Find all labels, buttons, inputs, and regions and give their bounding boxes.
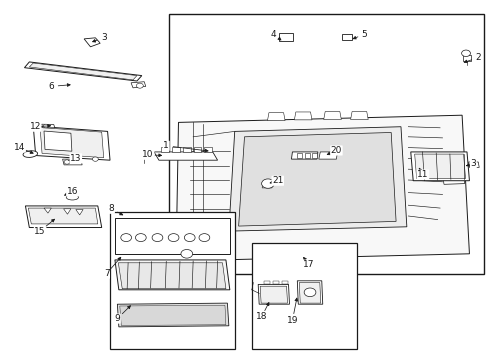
Polygon shape: [294, 112, 311, 120]
Polygon shape: [44, 208, 51, 213]
Polygon shape: [28, 208, 98, 224]
Bar: [264, 281, 269, 284]
Polygon shape: [350, 112, 367, 120]
Text: 1: 1: [163, 141, 169, 150]
Text: 13: 13: [70, 154, 81, 163]
Polygon shape: [41, 124, 55, 128]
Circle shape: [184, 234, 195, 242]
Text: 14: 14: [14, 143, 25, 152]
Polygon shape: [154, 152, 217, 160]
Polygon shape: [63, 209, 71, 214]
Text: 5: 5: [361, 30, 366, 39]
Circle shape: [136, 83, 143, 88]
Polygon shape: [118, 263, 225, 289]
Text: 16: 16: [66, 187, 78, 196]
Text: 20: 20: [330, 146, 342, 155]
Bar: [311, 153, 316, 158]
Text: 15: 15: [34, 227, 46, 236]
Bar: [115, 218, 229, 254]
Circle shape: [181, 249, 192, 258]
Polygon shape: [40, 127, 103, 158]
Text: 12: 12: [29, 122, 41, 131]
Polygon shape: [62, 159, 82, 165]
Polygon shape: [297, 281, 322, 304]
Polygon shape: [176, 115, 468, 261]
Text: 2: 2: [474, 53, 480, 62]
Polygon shape: [183, 147, 190, 152]
Bar: [342, 34, 351, 40]
Bar: [272, 281, 278, 284]
Circle shape: [304, 288, 315, 297]
Polygon shape: [131, 82, 145, 88]
Text: 18: 18: [255, 312, 267, 321]
Polygon shape: [318, 152, 337, 159]
Polygon shape: [76, 210, 83, 215]
Circle shape: [92, 157, 98, 161]
Bar: [168, 14, 483, 274]
Polygon shape: [238, 132, 395, 226]
Circle shape: [261, 179, 274, 188]
Text: 3: 3: [469, 159, 475, 168]
Text: 17: 17: [303, 260, 314, 269]
Bar: [251, 243, 356, 349]
Polygon shape: [172, 147, 180, 152]
Bar: [305, 153, 309, 158]
Polygon shape: [33, 126, 110, 160]
Polygon shape: [299, 283, 320, 303]
Bar: [297, 153, 302, 158]
Text: 8: 8: [108, 204, 114, 213]
Polygon shape: [29, 63, 137, 80]
Polygon shape: [291, 152, 317, 159]
Polygon shape: [410, 152, 468, 181]
Polygon shape: [258, 284, 289, 304]
Bar: [278, 33, 293, 41]
Text: 21: 21: [271, 176, 283, 185]
Text: 3: 3: [101, 33, 106, 42]
Text: 11: 11: [416, 170, 428, 179]
Polygon shape: [120, 305, 225, 325]
Polygon shape: [24, 62, 142, 81]
Polygon shape: [44, 131, 72, 151]
Polygon shape: [25, 206, 102, 228]
Polygon shape: [267, 113, 285, 121]
Circle shape: [64, 160, 70, 164]
Bar: [281, 281, 287, 284]
Circle shape: [152, 234, 163, 242]
Polygon shape: [323, 112, 341, 120]
Polygon shape: [468, 162, 478, 167]
Circle shape: [121, 234, 131, 242]
Circle shape: [199, 234, 209, 242]
Text: 4: 4: [270, 30, 276, 39]
Polygon shape: [439, 158, 464, 184]
Bar: [110, 212, 234, 349]
Polygon shape: [262, 184, 272, 188]
Circle shape: [135, 234, 146, 242]
Text: 19: 19: [286, 316, 298, 325]
Circle shape: [43, 124, 48, 128]
Polygon shape: [204, 147, 212, 152]
Text: 7: 7: [103, 269, 109, 278]
Circle shape: [461, 50, 469, 57]
Bar: [462, 55, 470, 61]
Polygon shape: [414, 154, 465, 179]
Polygon shape: [115, 260, 229, 290]
Polygon shape: [117, 303, 228, 327]
Polygon shape: [161, 147, 169, 152]
Polygon shape: [193, 147, 201, 152]
Text: 10: 10: [142, 150, 154, 159]
Ellipse shape: [23, 151, 38, 157]
Polygon shape: [228, 127, 406, 231]
Polygon shape: [84, 38, 100, 47]
Circle shape: [168, 234, 179, 242]
Ellipse shape: [66, 194, 78, 200]
Text: 6: 6: [48, 82, 54, 91]
Text: 9: 9: [114, 314, 120, 323]
Polygon shape: [260, 286, 287, 303]
